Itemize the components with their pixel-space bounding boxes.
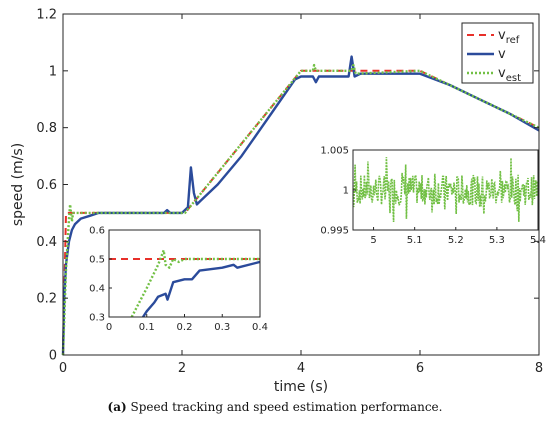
inset-left-y-tick-label: 0.5 (89, 255, 105, 266)
figure-caption: (a) Speed tracking and speed estimation … (0, 400, 550, 414)
inset-right-y-tick-label: 0.995 (320, 226, 349, 237)
y-axis-label: speed (m/s) (10, 143, 26, 226)
inset-right-x-tick-label: 5.1 (407, 235, 423, 246)
inset-right-series-v-est (353, 157, 538, 223)
inset-right-y-tick-label: 1 (343, 186, 349, 197)
x-axis-label: time (s) (274, 379, 328, 395)
inset-left-y-tick-label: 0.6 (89, 226, 105, 237)
y-tick-label: 0.2 (36, 292, 57, 307)
inset-left-y-tick-label: 0.3 (89, 313, 105, 324)
caption-label: (a) (107, 400, 127, 414)
y-tick-label: 1 (49, 64, 57, 79)
x-tick-label: 6 (416, 361, 424, 376)
x-tick-label: 0 (59, 361, 67, 376)
inset-left-y-tick-label: 0.4 (89, 284, 105, 295)
inset-right-bg (353, 150, 538, 230)
inset-right-x-tick-label: 5.4 (530, 235, 546, 246)
inset-right-y-tick-label: 1.005 (320, 146, 349, 157)
x-tick-label: 2 (178, 361, 186, 376)
x-tick-label: 4 (297, 361, 305, 376)
x-tick-label: 8 (535, 361, 543, 376)
inset-right: 5 5.1 5.2 5.3 5.4 0.995 1 1.005 (320, 146, 546, 247)
inset-left-x-tick-label: 0.2 (177, 322, 193, 333)
legend-box (461, 22, 534, 84)
y-tick-label: 0.4 (36, 235, 57, 250)
inset-right-x-tick-label: 5.3 (489, 235, 505, 246)
inset-left-x-tick-label: 0.1 (139, 322, 155, 333)
inset-left-bg (109, 230, 260, 317)
inset-left-x-tick-label: 0.3 (214, 322, 230, 333)
inset-left-series-v-est (130, 249, 260, 317)
inset-left-x-tick-label: 0 (106, 322, 112, 333)
speed-chart: 0 2 4 6 8 0 0.2 0.4 0.6 0.8 1 1.2 time (s) speed (m/s… (10, 8, 546, 396)
y-tick-label: 0.8 (36, 121, 57, 136)
inset-left: 0 0.1 0.2 0.3 0.4 0.3 0.4 0.5 0.6 (89, 226, 268, 334)
caption-text: Speed tracking and speed estimation perf… (130, 400, 443, 414)
inset-left-series-v (141, 260, 260, 317)
legend-label-v: v (498, 47, 506, 62)
inset-right-x-tick-label: 5.2 (448, 235, 464, 246)
series-line-v-est (61, 63, 540, 356)
y-tick-label: 0.6 (36, 178, 57, 193)
inset-right-x-tick-label: 5 (370, 235, 376, 246)
inset-left-x-tick-label: 0.4 (252, 322, 268, 333)
y-tick-label: 1.2 (36, 8, 57, 23)
y-tick-label: 0 (49, 349, 57, 364)
